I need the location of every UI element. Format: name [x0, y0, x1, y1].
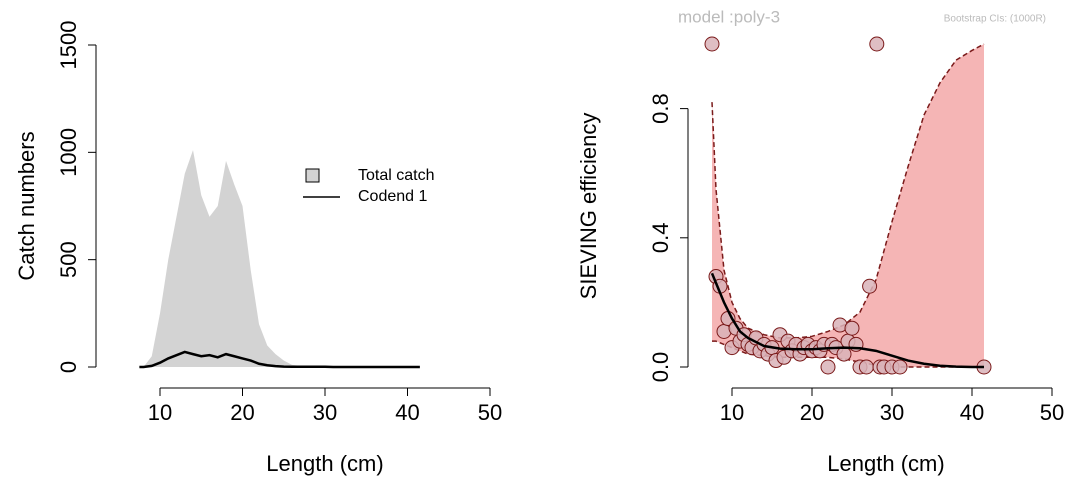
x-tick-label: 30	[313, 400, 337, 425]
y-tick-label: 0.0	[648, 352, 673, 383]
fit-line	[710, 272, 984, 369]
x-tick-label: 50	[478, 400, 502, 425]
data-point	[836, 346, 852, 362]
data-point	[858, 359, 874, 375]
y-axis-label: SIEVING efficiency	[576, 113, 601, 300]
area	[139, 150, 420, 367]
y-tick-label: 500	[56, 241, 81, 278]
x-tick-label: 40	[960, 400, 984, 425]
data-point	[844, 320, 860, 336]
panel-subtitle: Bootstrap CIs: (1000R)	[944, 14, 1046, 25]
legend-swatch	[305, 168, 320, 183]
data-point	[820, 359, 836, 375]
data-point	[704, 36, 720, 52]
y-tick-label: 1000	[56, 128, 81, 177]
data-point	[892, 359, 908, 375]
legend-label: Codend 1	[358, 188, 427, 205]
y-tick-label: 1500	[56, 21, 81, 70]
x-tick-label: 50	[1040, 400, 1064, 425]
y-tick-label: 0	[56, 361, 81, 373]
ci-upper	[711, 43, 985, 339]
x-tick-label: 20	[800, 400, 824, 425]
x-tick-label: 20	[230, 400, 254, 425]
x-tick-label: 40	[395, 400, 419, 425]
panel-title: model :poly-3	[678, 7, 780, 26]
line	[139, 350, 420, 369]
y-tick-label: 0.8	[648, 93, 673, 124]
y-tick-label: 0.4	[648, 223, 673, 254]
x-axis-label: Length (cm)	[266, 451, 383, 476]
legend-label: Total catch	[358, 167, 434, 184]
data-point	[869, 36, 885, 52]
ci-band	[712, 44, 984, 367]
data-point	[862, 278, 878, 294]
y-axis-label: Catch numbers	[14, 131, 39, 280]
x-tick-label: 10	[720, 400, 744, 425]
x-axis-label: Length (cm)	[827, 451, 944, 476]
x-tick-label: 30	[880, 400, 904, 425]
x-tick-label: 10	[148, 400, 172, 425]
